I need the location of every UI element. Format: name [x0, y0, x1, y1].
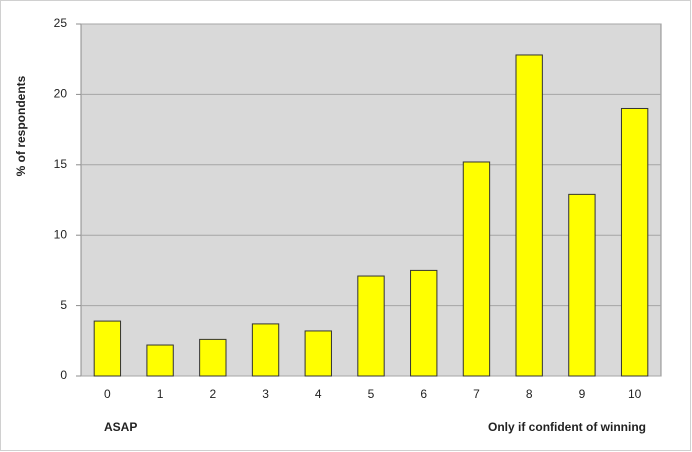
bar — [251, 323, 280, 377]
annotation: ASAP — [104, 420, 137, 434]
x-tick-label: 9 — [579, 387, 586, 401]
x-tick-label: 4 — [315, 387, 322, 401]
y-tick-label: 25 — [54, 16, 68, 30]
y-tick-label: 20 — [54, 87, 68, 101]
x-tick-label: 6 — [420, 387, 427, 401]
bar — [304, 330, 332, 377]
x-tick-label: 1 — [157, 387, 164, 401]
x-tick-label: 3 — [262, 387, 269, 401]
bar — [93, 320, 122, 377]
y-tick-label: 15 — [54, 157, 68, 171]
y-tick-label: 10 — [54, 227, 68, 241]
x-tick-label: 8 — [526, 387, 533, 401]
y-tick-label: 0 — [60, 368, 67, 382]
bar — [568, 193, 596, 377]
x-tick-label: 2 — [209, 387, 216, 401]
x-tick-label: 0 — [104, 387, 111, 401]
bar — [462, 161, 491, 377]
bar — [515, 54, 543, 377]
x-tick-label: 7 — [473, 387, 480, 401]
bar — [357, 275, 385, 377]
x-tick-label: 10 — [628, 387, 642, 401]
bar — [620, 107, 649, 377]
bar — [410, 269, 438, 377]
annotation: Only if confident of winning — [488, 420, 646, 434]
bar — [146, 344, 174, 377]
y-tick-label: 5 — [60, 298, 67, 312]
y-axis-label: % of respondents — [14, 75, 28, 176]
x-tick-label: 5 — [368, 387, 375, 401]
bar — [199, 338, 227, 377]
